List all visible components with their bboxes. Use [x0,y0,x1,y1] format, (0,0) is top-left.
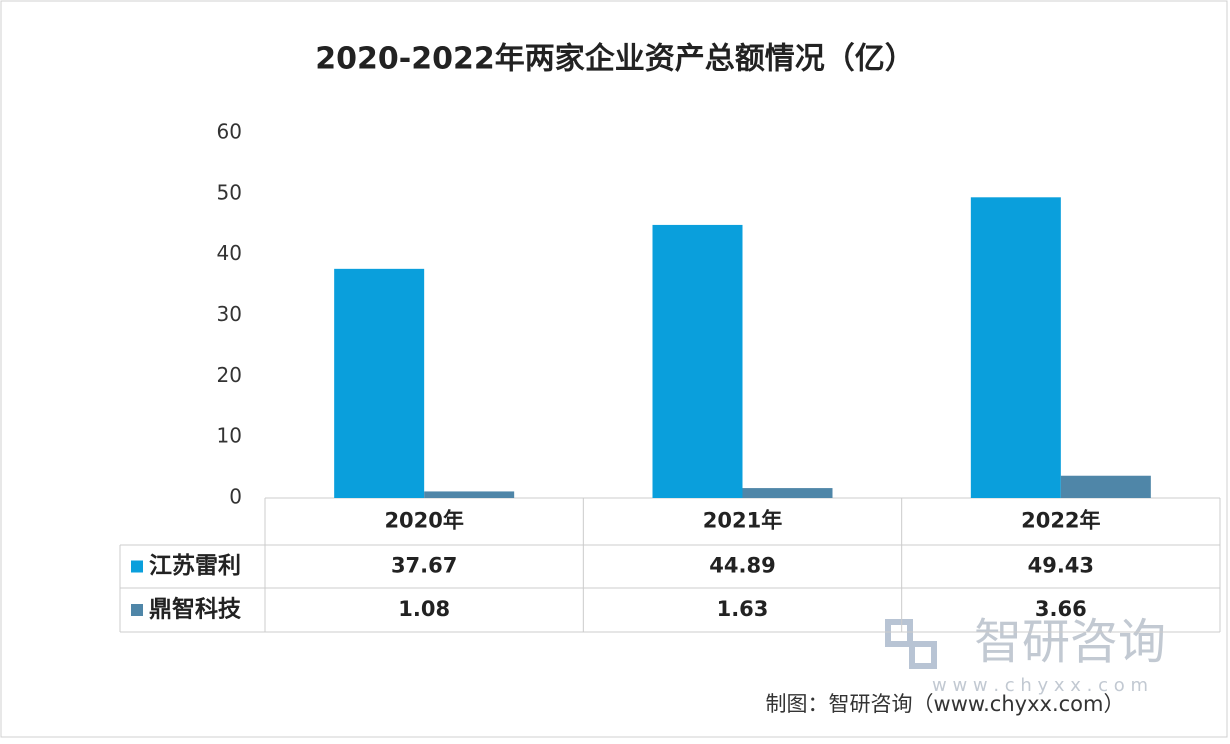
bar [1060,475,1151,498]
bar [334,268,425,498]
legend-label: 江苏雷利 [149,553,241,579]
watermark-url: w w w . c h y x x . c o m [932,675,1148,696]
table-value: 1.63 [717,597,769,621]
y-tick-label: 30 [217,302,242,326]
table-value: 3.66 [1035,597,1087,621]
source: 制图：智研咨询（www.chyxx.com） [766,692,1125,716]
y-tick-label: 50 [217,180,242,204]
y-tick-label: 20 [217,363,242,387]
bar [652,224,743,498]
y-tick-label: 0 [229,485,242,509]
legend-label: 鼎智科技 [149,596,242,623]
x-tick-label: 2021年 [703,509,782,533]
legend-swatch [131,604,143,616]
table-value: 44.89 [709,554,775,578]
table-value: 37.67 [391,554,457,578]
watermark-name: 智研咨询 [974,614,1166,670]
table-value: 49.43 [1028,554,1094,578]
legend-swatch [131,560,143,573]
x-tick-label: 2020年 [384,509,463,533]
bar [970,197,1061,498]
y-tick-label: 40 [217,241,242,265]
x-tick-label: 2022年 [1021,509,1100,533]
y-tick-label: 10 [217,424,242,448]
y-tick-label: 60 [217,120,242,144]
watermark-logo [885,619,937,669]
bar [424,491,515,498]
chart-title: 2020-2022年两家企业资产总额情况（亿） [315,42,914,77]
bar [742,488,833,498]
table-value: 1.08 [398,597,450,621]
